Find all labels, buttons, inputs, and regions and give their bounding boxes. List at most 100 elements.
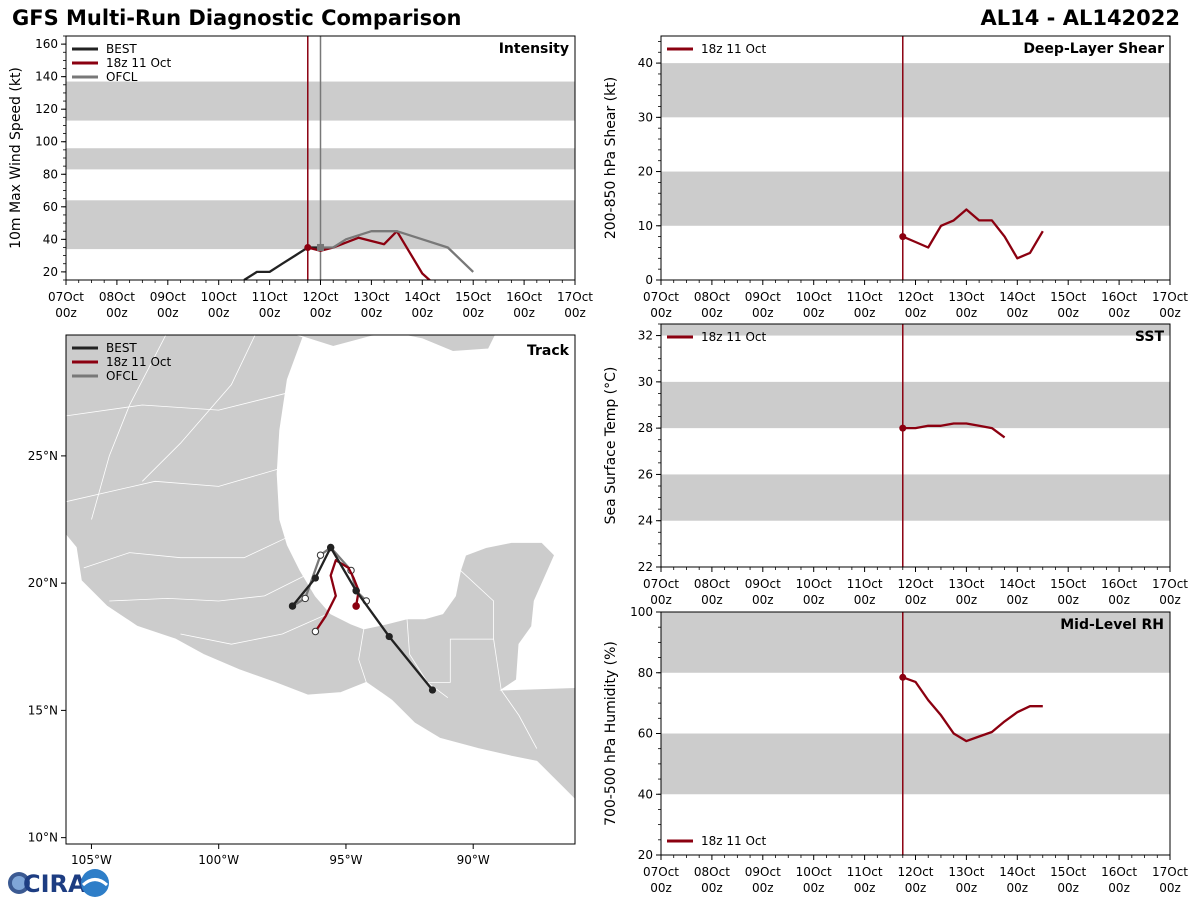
- shear-xtick-hour: 00z: [701, 306, 723, 320]
- sst-xtick-hour: 00z: [650, 593, 672, 607]
- sst-xtick-label: 09Oct: [745, 577, 781, 591]
- intensity-xtick-hour: 00z: [55, 306, 77, 320]
- rh-ytick-label: 60: [638, 727, 653, 741]
- sst-ytick-label: 22: [638, 560, 653, 574]
- sst-xtick-hour: 00z: [752, 593, 774, 607]
- map-border-11: [91, 335, 167, 520]
- shear-title: Deep-Layer Shear: [1023, 41, 1164, 57]
- shear-xtick-hour: 00z: [803, 306, 825, 320]
- shear-xtick-hour: 00z: [1007, 306, 1029, 320]
- rh-init-point: [899, 673, 907, 681]
- logo-emblem-icon: [81, 869, 109, 897]
- intensity-ylabel: 10m Max Wind Speed (kt): [8, 67, 24, 249]
- intensity-ytick-label: 160: [35, 37, 58, 51]
- shear-legend-run-label: 18z 11 Oct: [701, 42, 767, 56]
- sst-xtick-hour: 00z: [854, 593, 876, 607]
- shear-xtick-label: 15Oct: [1050, 290, 1086, 304]
- rh-xtick-label: 17Oct: [1152, 865, 1188, 879]
- sst-xtick-hour: 00z: [1108, 593, 1130, 607]
- sst-run-line: [902, 422, 1006, 439]
- sst-xtick-label: 12Oct: [897, 577, 933, 591]
- intensity-xtick-label: 09Oct: [150, 290, 186, 304]
- sst-xtick-hour: 00z: [803, 593, 825, 607]
- shear-xtick-label: 12Oct: [897, 290, 933, 304]
- shear-xtick-hour: 00z: [956, 306, 978, 320]
- shear-xtick-label: 07Oct: [643, 290, 679, 304]
- intensity-xtick-label: 17Oct: [557, 290, 593, 304]
- intensity-plot-area: [66, 36, 575, 280]
- rh-xtick-label: 08Oct: [694, 865, 730, 879]
- sst-ylabel: Sea Surface Temp (°C): [603, 367, 619, 525]
- map-border-5: [358, 628, 367, 683]
- track-best-point: [352, 587, 360, 595]
- land-cuba: [574, 508, 575, 533]
- rh-xtick-label: 09Oct: [745, 865, 781, 879]
- intensity-xtick-label: 10Oct: [201, 290, 237, 304]
- map-border-6: [406, 618, 449, 699]
- rh-xtick-hour: 00z: [803, 881, 825, 895]
- sst-band-2: [661, 324, 1170, 336]
- sst-xtick-label: 17Oct: [1152, 577, 1188, 591]
- map-border-3: [109, 575, 306, 602]
- rh-xtick-hour: 00z: [1108, 881, 1130, 895]
- shear-run-line: [902, 208, 1044, 260]
- intensity-xtick-hour: 00z: [157, 306, 179, 320]
- rh-ylabel: 700-500 hPa Humidity (%): [603, 641, 619, 826]
- track-ytick-label: 10°N: [28, 831, 58, 845]
- rh-xtick-hour: 00z: [752, 881, 774, 895]
- intensity-xtick-hour: 00z: [361, 306, 383, 320]
- intensity-xtick-hour: 00z: [564, 306, 586, 320]
- rh-xtick-label: 10Oct: [796, 865, 832, 879]
- shear-band-0: [661, 171, 1170, 226]
- rh-xtick-hour: 00z: [650, 881, 672, 895]
- map-border-8: [500, 689, 538, 749]
- intensity-xtick-hour: 00z: [462, 306, 484, 320]
- track-best-point: [288, 602, 297, 610]
- land-mexico: [66, 335, 575, 801]
- map-border-4: [180, 613, 329, 645]
- map-border-10: [142, 335, 256, 482]
- intensity-xtick-label: 12Oct: [302, 290, 338, 304]
- shear-xtick-label: 13Oct: [948, 290, 984, 304]
- rh-xtick-hour: 00z: [701, 881, 723, 895]
- figure-title: GFS Multi-Run Diagnostic Comparison: [12, 6, 462, 30]
- sst-xtick-label: 11Oct: [847, 577, 883, 591]
- shear-xtick-hour: 00z: [854, 306, 876, 320]
- sst-ytick-label: 32: [638, 329, 653, 343]
- intensity-ytick-label: 20: [43, 265, 58, 279]
- intensity-xtick-label: 07Oct: [48, 290, 84, 304]
- shear-plot-area: [661, 36, 1170, 280]
- track-best-point: [327, 543, 335, 552]
- rh-band-0: [661, 733, 1170, 795]
- intensity-xtick-hour: 00z: [310, 306, 332, 320]
- track-xtick-label: 95°W: [329, 853, 362, 867]
- intensity-xtick-label: 11Oct: [252, 290, 288, 304]
- intensity-ofcl-line: [320, 230, 474, 273]
- sst-xtick-hour: 00z: [956, 593, 978, 607]
- intensity-xtick-hour: 00z: [106, 306, 128, 320]
- intensity-legend-ofcl-label: OFCL: [106, 70, 138, 84]
- rh-xtick-hour: 00z: [905, 881, 927, 895]
- shear-init-point: [899, 233, 907, 241]
- rh-xtick-hour: 00z: [1159, 881, 1181, 895]
- sst-legend-run-label: 18z 11 Oct: [701, 330, 767, 344]
- track-legend-best-label: BEST: [106, 341, 137, 355]
- sst-xtick-label: 16Oct: [1101, 577, 1137, 591]
- track-ofcl-point: [301, 594, 309, 603]
- track-best-point: [428, 686, 437, 694]
- map-border-1: [66, 468, 280, 503]
- rh-ytick-label: 100: [630, 605, 653, 619]
- track-best-line: [291, 546, 434, 691]
- rh-xtick-label: 11Oct: [847, 865, 883, 879]
- rh-xtick-hour: 00z: [1057, 881, 1079, 895]
- logo-text: CIRA: [23, 870, 87, 898]
- shear-xtick-label: 10Oct: [796, 290, 832, 304]
- sst-ytick-label: 28: [638, 421, 653, 435]
- sst-xtick-label: 10Oct: [796, 577, 832, 591]
- track-title: Track: [527, 343, 570, 359]
- sst-ytick-label: 26: [638, 467, 653, 481]
